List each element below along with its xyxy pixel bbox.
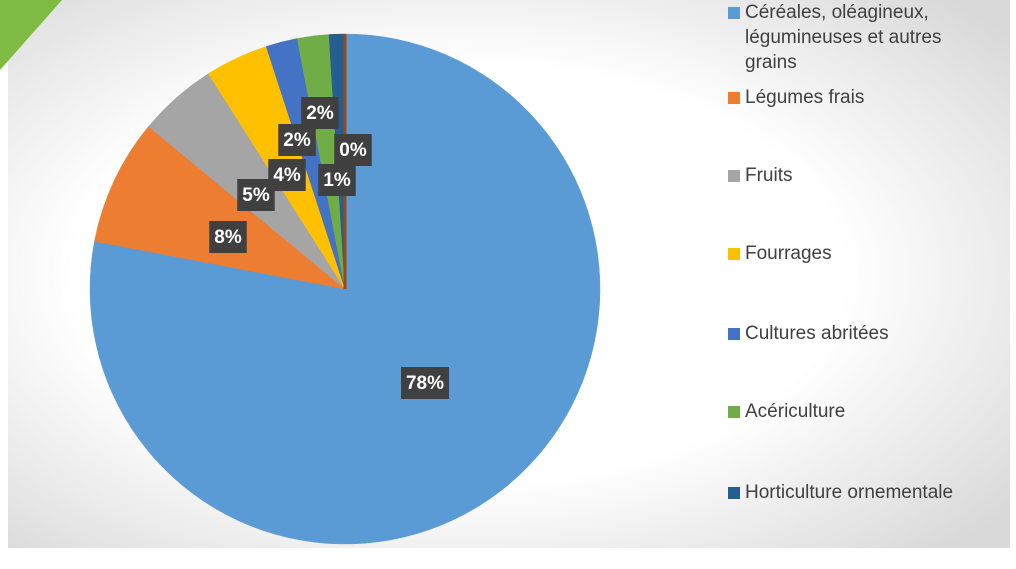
legend-item: Fruits xyxy=(728,163,990,188)
legend-item: Légumes frais xyxy=(728,85,990,110)
data-label-box xyxy=(318,164,356,196)
legend-swatch xyxy=(728,7,740,19)
pie-slice xyxy=(94,126,346,290)
data-label: 1% xyxy=(323,170,351,191)
legend-label: Acériculture xyxy=(745,401,846,422)
legend-item: Horticulture ornementale xyxy=(728,480,990,505)
pie xyxy=(89,33,601,545)
legend-label: Cultures abritées xyxy=(745,323,889,344)
data-label-box xyxy=(268,159,306,191)
legend-label: Fourrages xyxy=(745,243,832,264)
legend-swatch xyxy=(728,170,740,182)
decoration xyxy=(0,0,62,70)
legend-swatch xyxy=(728,487,740,499)
data-label-box xyxy=(209,221,247,253)
legend-swatch xyxy=(728,328,740,340)
data-label: 2% xyxy=(283,130,311,151)
legend-label: Légumes frais xyxy=(745,87,865,108)
legend-label: Horticulture ornementale xyxy=(745,482,954,503)
legend-item: Céréales, oléagineux, légumineuses et au… xyxy=(728,0,990,75)
data-labels: 78% 8%5%4% 2% 2% 1% 0% xyxy=(209,97,450,399)
data-label: 8% xyxy=(214,227,242,248)
data-label: 5% xyxy=(242,185,270,206)
data-label-box xyxy=(334,134,372,166)
legend-item: Fourrages xyxy=(728,241,990,266)
data-label: 0% xyxy=(339,140,367,161)
legend-item: Acériculture xyxy=(728,399,990,424)
legend-swatch xyxy=(728,248,740,260)
legend-swatch xyxy=(728,406,740,418)
data-label: 78% xyxy=(406,373,444,394)
data-label-box xyxy=(278,124,316,156)
legend-item: Cultures abritées xyxy=(728,321,990,346)
data-label: 4% xyxy=(273,165,301,186)
legend-label: Fruits xyxy=(745,165,793,186)
legend-swatch xyxy=(728,92,740,104)
data-label-box xyxy=(400,367,450,399)
data-label-box xyxy=(301,97,339,129)
data-label: 2% xyxy=(306,103,334,124)
legend-label: Céréales, oléagineux, légumineuses et au… xyxy=(745,2,942,73)
